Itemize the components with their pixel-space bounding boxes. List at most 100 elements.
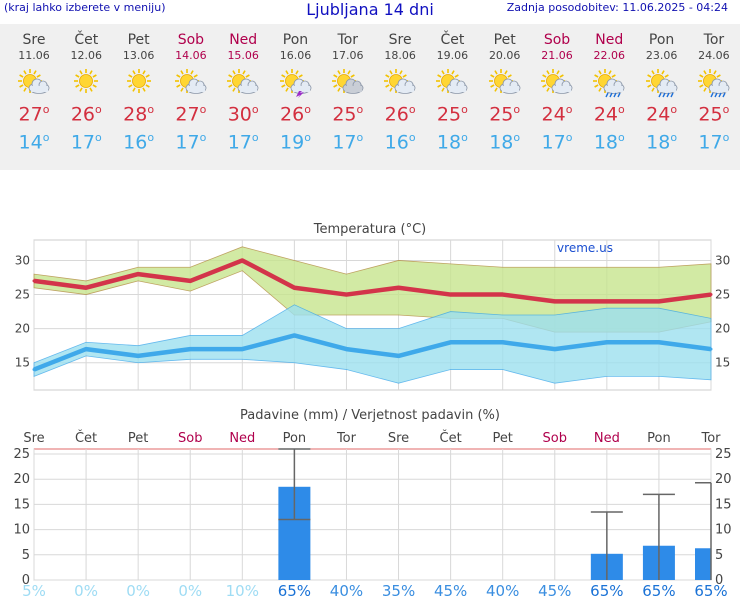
forecast-day: Sre 11.06 27o 14o (8, 24, 60, 155)
min-temperature-point (344, 347, 348, 351)
min-temperature-point (657, 340, 661, 344)
sun-storm-icon (270, 63, 322, 103)
day-name: Sob (543, 32, 571, 48)
min-temperature-point (709, 347, 713, 351)
min-temperature: 18o (646, 131, 678, 154)
forecast-day: Pet 13.06 28o 16o (113, 24, 165, 155)
max-temperature-point (292, 286, 296, 290)
max-temperature: 24o (593, 103, 625, 126)
y-tick-label: 15 (15, 356, 30, 370)
last-update: Zadnja posodobitev: 11.06.2025 - 04:24 (506, 1, 728, 14)
min-temperature: 18o (436, 131, 468, 154)
cloudy-sun-icon (322, 63, 374, 103)
day-date: 15.06 (227, 49, 259, 62)
max-temperature-point (709, 293, 713, 297)
x-tick-label: Ned (594, 431, 620, 446)
x-tick-label: Tor (700, 431, 721, 446)
max-temperature: 25o (332, 103, 364, 126)
max-temperature: 24o (541, 103, 573, 126)
day-date: 19.06 (436, 49, 469, 62)
max-temperature: 25o (698, 103, 730, 126)
sun-cloud-icon (217, 63, 269, 103)
day-date: 22.06 (593, 49, 626, 62)
y-tick-label: 0 (715, 573, 723, 588)
sun-icon (60, 63, 112, 103)
y-tick-label: 25 (15, 288, 30, 302)
y-tick-label: 15 (13, 497, 30, 512)
chart-title: Padavine (mm) / Verjetnost padavin (%) (240, 408, 500, 423)
max-temperature: 26o (384, 103, 416, 126)
min-temperature-point (32, 368, 36, 372)
precipitation-chart: Padavine (mm) / Verjetnost padavin (%) Sr… (13, 408, 732, 600)
min-temperature: 18o (593, 131, 625, 154)
day-date: 12.06 (70, 49, 103, 62)
min-temperature: 17o (70, 131, 102, 154)
max-temperature: 26o (280, 103, 311, 126)
forecast-day: Sob 21.06 24o 17o (531, 24, 583, 155)
y-tick-label: 30 (715, 253, 730, 267)
probability-label: 40% (486, 582, 519, 600)
y-tick-label: 5 (22, 548, 30, 563)
day-name: Pon (648, 32, 675, 48)
x-tick-label: Pon (283, 431, 307, 446)
day-date: 11.06 (18, 49, 50, 62)
max-temperature: 24o (646, 103, 678, 126)
sun-cloud-icon (479, 63, 531, 103)
min-temperature-point (188, 347, 192, 351)
sun-cloud-icon (8, 63, 60, 103)
max-temperature-point (188, 279, 192, 283)
x-tick-label: Sob (543, 431, 567, 446)
y-tick-label: 15 (715, 497, 732, 512)
max-temperature-point (136, 272, 140, 276)
max-temperature: 25o (436, 103, 468, 126)
min-temperature: 17o (541, 131, 573, 154)
probability-label: 45% (538, 582, 571, 600)
day-date: 14.06 (175, 49, 207, 62)
location-hint: (kraj lahko izberete v meniju) (4, 1, 166, 14)
probability-label: 40% (330, 582, 363, 600)
day-name: Ned (595, 32, 624, 48)
min-temperature-point (449, 340, 453, 344)
x-tick-label: Čet (75, 430, 97, 446)
min-temperature: 17o (175, 131, 207, 154)
y-tick-label: 25 (715, 447, 732, 462)
max-temperature: 28o (123, 103, 155, 126)
page-title: Ljubljana 14 dni (306, 0, 434, 19)
probability-label: 0% (74, 582, 98, 600)
y-tick-label: 10 (13, 523, 30, 538)
header: (kraj lahko izberete v meniju) Ljubljana… (0, 0, 740, 22)
day-name: Sre (22, 32, 46, 48)
y-tick-label: 5 (715, 548, 723, 563)
min-temperature-point (84, 347, 88, 351)
probability-label: 45% (434, 582, 467, 600)
y-tick-label: 10 (715, 523, 732, 538)
max-temperature: 30o (227, 103, 259, 126)
y-tick-label: 20 (13, 472, 30, 487)
day-name: Tor (703, 32, 725, 48)
forecast-day: Tor 24.06 25o 17o (688, 24, 740, 155)
day-name: Sob (177, 32, 205, 48)
day-name: Ned (229, 32, 258, 48)
y-tick-label: 25 (715, 288, 730, 302)
forecast-day: Pon 16.06 26o 19o (270, 24, 322, 155)
max-temperature: 25o (489, 103, 521, 126)
max-temperature-line (33, 258, 712, 304)
max-temperature-point (84, 286, 88, 290)
max-temperature: 26o (70, 103, 102, 126)
min-temperature: 17o (227, 131, 259, 154)
min-temperature-point (240, 347, 244, 351)
day-date: 20.06 (488, 49, 521, 62)
day-name: Čet (440, 32, 465, 48)
max-temperature-point (501, 293, 505, 297)
max-temperature-point (553, 299, 557, 303)
probability-label: 65% (278, 582, 311, 600)
day-name: Sre (388, 32, 412, 48)
forecast-day: Sre 18.06 26o 16o (374, 24, 426, 155)
probability-label: 65% (590, 582, 623, 600)
forecast-day: Čet 19.06 25o 18o (426, 24, 478, 155)
min-temperature-point (292, 333, 296, 337)
max-temperature: 27o (18, 103, 50, 126)
probability-label: 65% (694, 582, 727, 600)
forecast-day: Tor 17.06 25o 17o (322, 24, 374, 155)
x-tick-label: Pon (647, 431, 671, 446)
